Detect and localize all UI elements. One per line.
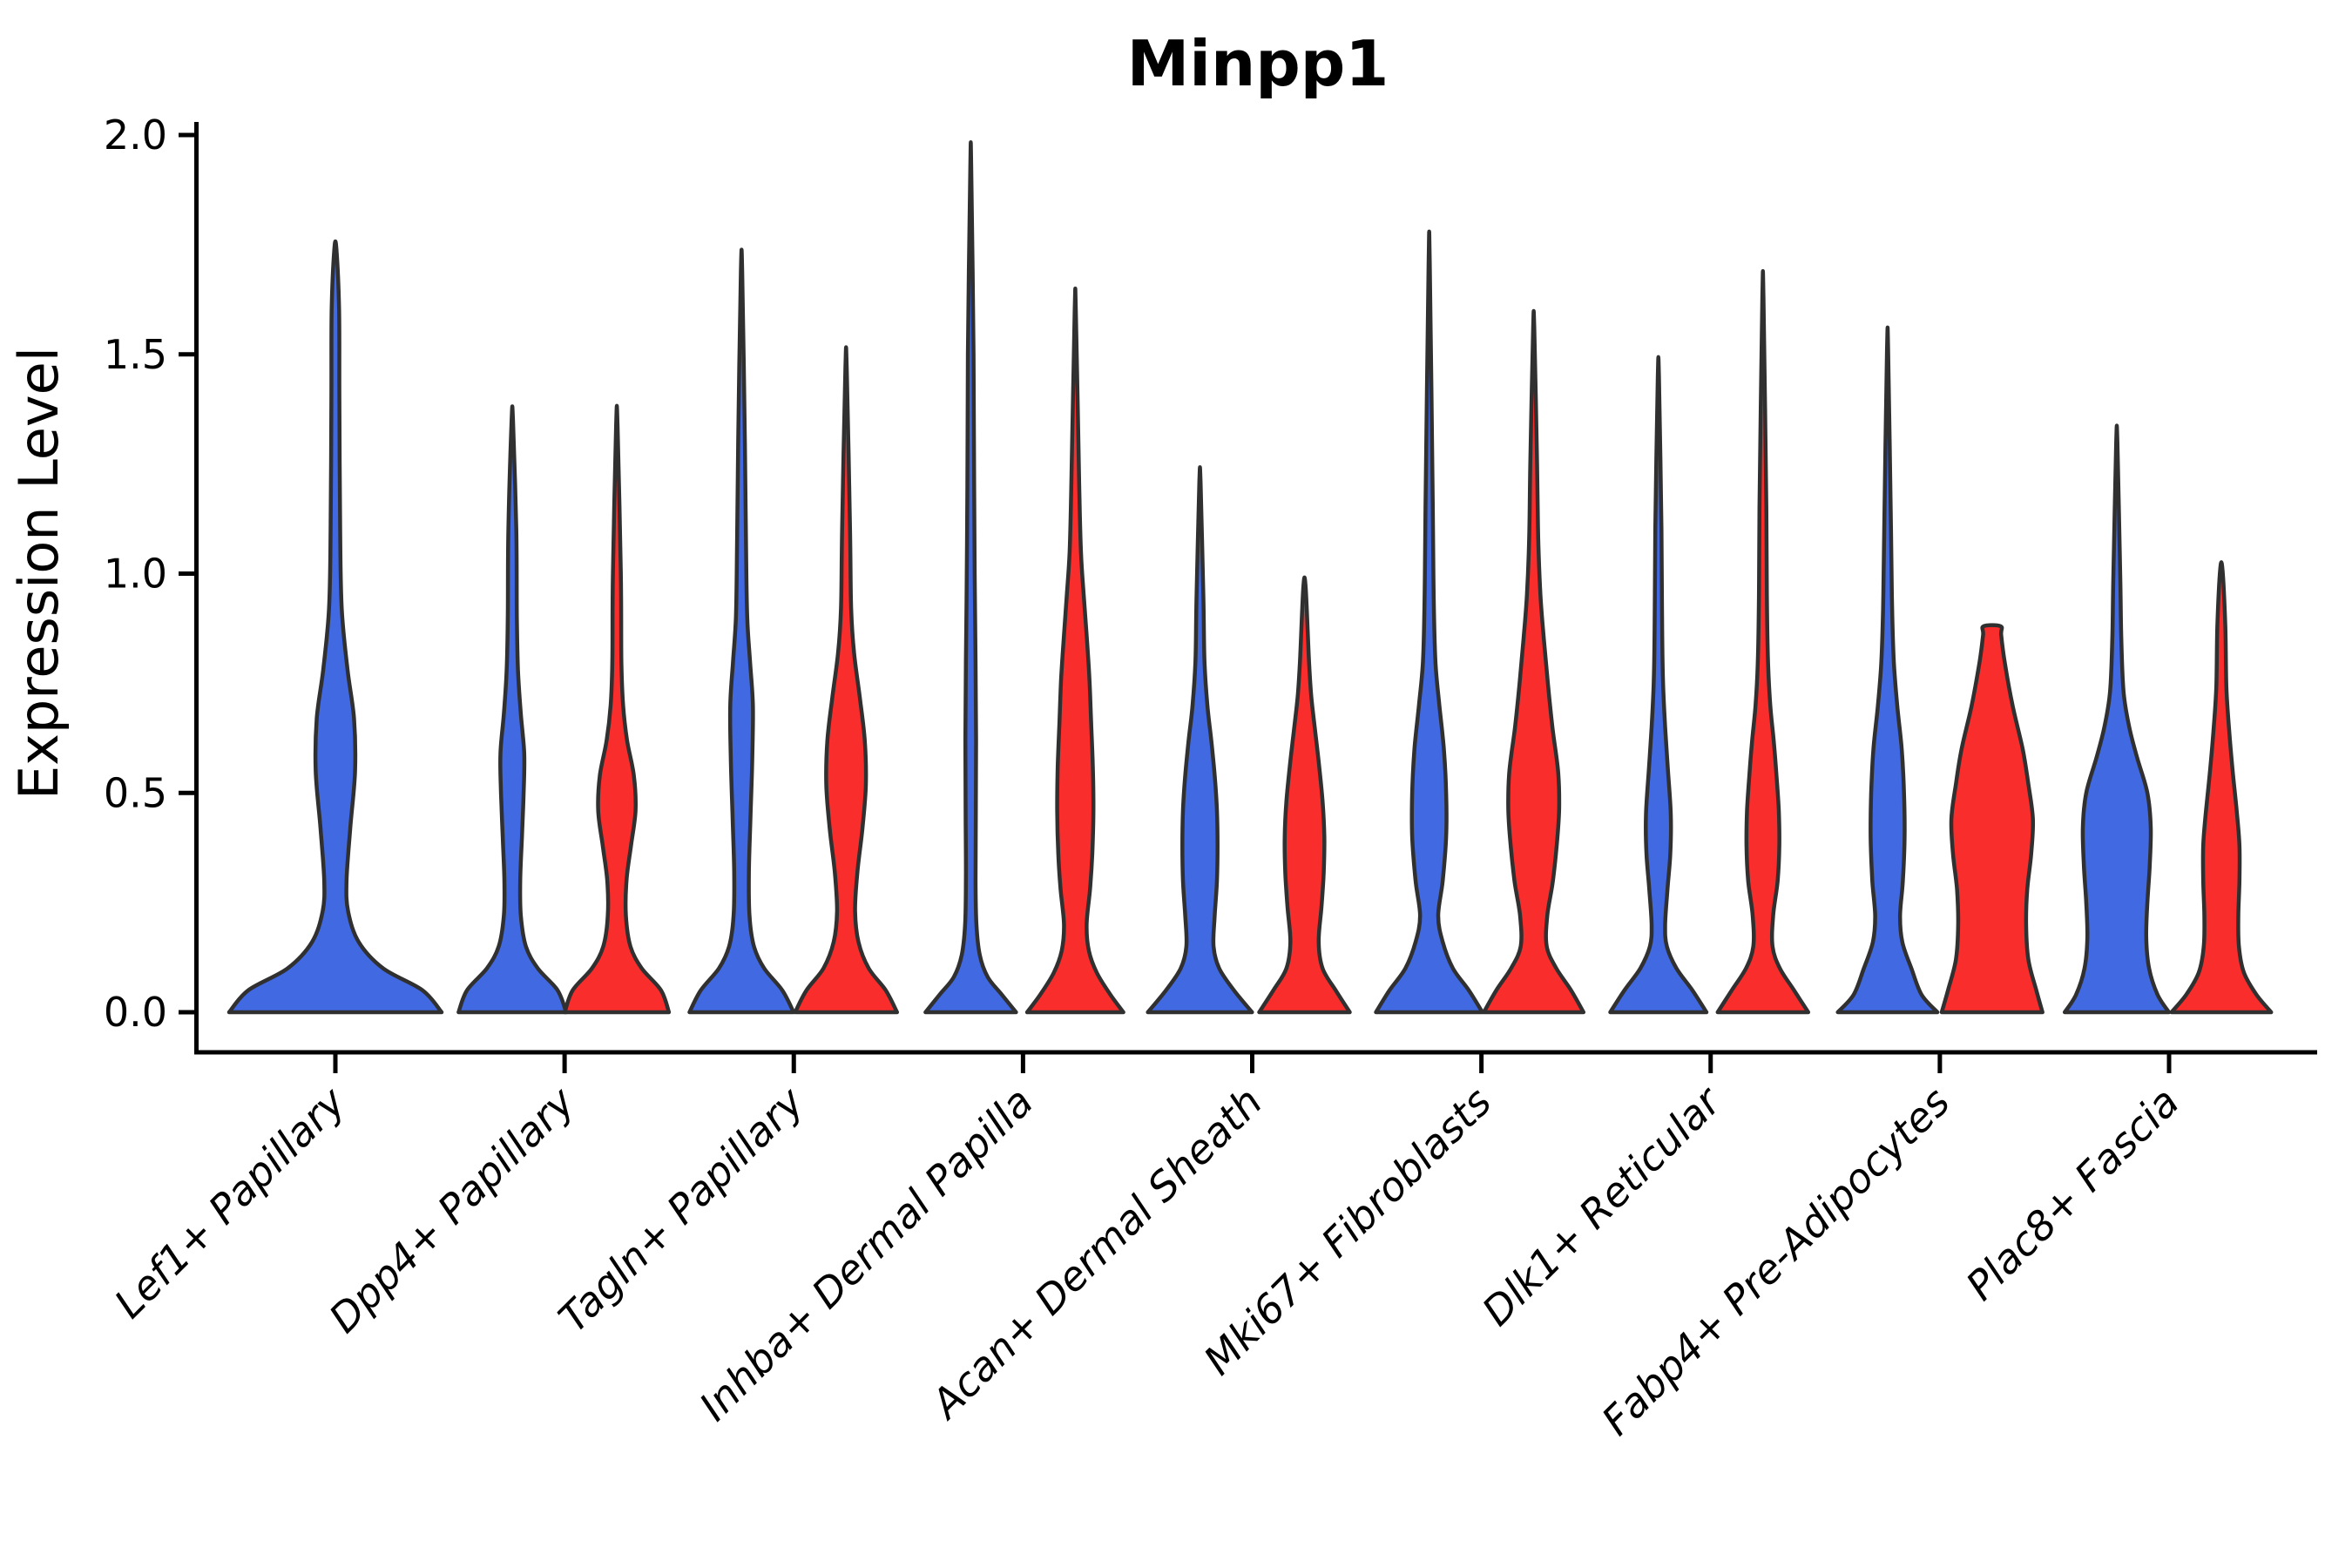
violin-plac8-fascia-red — [2169, 560, 2274, 1015]
violin-acan-dermal-sheath-red — [1257, 575, 1352, 1015]
y-tick-label: 1.5 — [104, 331, 167, 378]
violin-acan-dermal-sheath-blue — [1146, 465, 1254, 1015]
violin-fabp4-pre-adipocytes-red — [1939, 623, 2044, 1015]
y-tick-label: 2.0 — [104, 112, 167, 159]
y-ticks-group — [179, 132, 197, 1015]
violin-mki67-fibroblasts-red — [1482, 308, 1586, 1015]
violin-inhba-dermal-papilla-blue — [923, 140, 1018, 1015]
violin-dpp4-papillary-blue — [456, 404, 569, 1015]
x-ticks-group — [333, 1052, 2172, 1073]
violin-inhba-dermal-papilla-red — [1024, 287, 1125, 1015]
y-tick-label: 1.0 — [104, 551, 167, 598]
y-tick-label: 0.0 — [104, 989, 167, 1036]
axes-layer — [179, 122, 2317, 1073]
violin-tagln-papillary-blue — [687, 247, 796, 1015]
violin-mki67-fibroblasts-blue — [1374, 229, 1484, 1015]
violin-dlk1-reticular-blue — [1608, 355, 1709, 1015]
violin-dlk1-reticular-red — [1715, 269, 1811, 1015]
y-tick-labels-group: 0.0 0.5 1.0 1.5 2.0 — [104, 112, 167, 1036]
violin-lef1-papillary-blue — [226, 239, 444, 1015]
y-axis-label: Expression Level — [7, 347, 71, 800]
x-tick-label-dpp4-papillary: Dpp4+ Papillary — [320, 1078, 584, 1342]
chart-title: Minpp1 — [1127, 27, 1389, 100]
violin-fabp4-pre-adipocytes-blue — [1835, 325, 1940, 1015]
x-tick-label-dlk1-reticular: Dlk1+ Reticular — [1473, 1076, 1732, 1335]
x-tick-label-tagln-papillary: Tagln+ Papillary — [550, 1078, 814, 1342]
violin-tagln-papillary-red — [793, 345, 900, 1015]
violins-layer — [226, 140, 2274, 1015]
x-tick-label-lef1-papillary: Lef1+ Papillary — [105, 1078, 355, 1327]
violin-plac8-fascia-blue — [2062, 423, 2172, 1015]
violin-dpp4-papillary-red — [563, 403, 672, 1015]
x-tick-label-plac8-fascia: Plac8+ Fascia — [1957, 1078, 2187, 1309]
y-tick-label: 0.5 — [104, 769, 167, 816]
